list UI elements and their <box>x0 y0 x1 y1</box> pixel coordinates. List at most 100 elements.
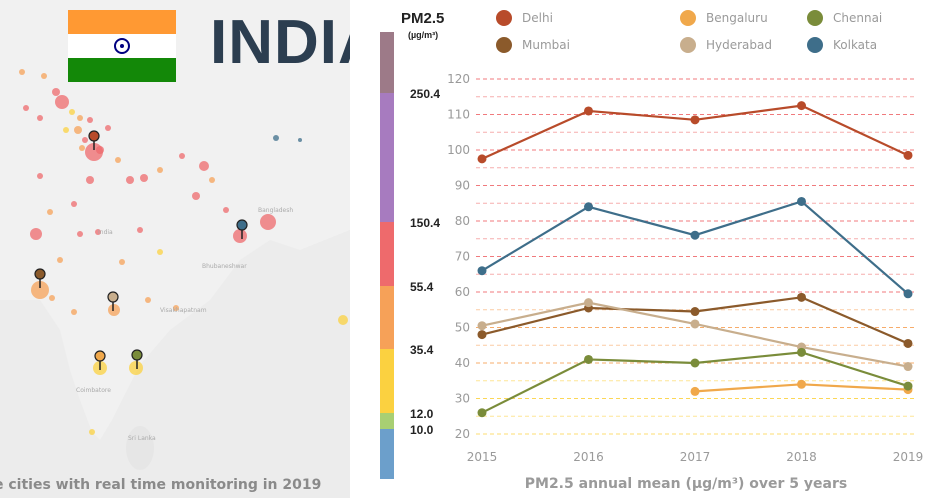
legend-swatch <box>680 37 696 53</box>
legend-swatch <box>807 10 823 26</box>
data-point <box>690 319 700 329</box>
station-dot <box>89 429 95 435</box>
station-dot <box>23 105 29 111</box>
station-dot <box>37 115 43 121</box>
scale-band <box>380 222 394 286</box>
station-dot <box>74 126 82 134</box>
pm25-line-chart: 20 30 40 50 60 70 80 90 100 110 120 2015 2016 2017 201… <box>447 10 924 464</box>
scale-band <box>380 429 394 479</box>
ashoka-chakra-icon <box>114 38 130 54</box>
data-point <box>477 266 487 276</box>
station-dot <box>129 361 143 375</box>
data-point <box>797 196 806 206</box>
station-dot <box>260 214 276 230</box>
station-dot <box>82 137 88 143</box>
x-tick-label: 2019 <box>893 450 924 464</box>
city-pin <box>236 219 248 231</box>
station-dot <box>31 281 49 299</box>
map-place-label: Sri Lanka <box>128 435 156 442</box>
station-dot <box>52 88 60 96</box>
legend-label: Bengaluru <box>706 11 768 25</box>
station-dot <box>57 257 63 263</box>
scale-tick-label: 250.4 <box>410 87 440 101</box>
station-dot <box>63 127 69 133</box>
y-tick-label: 80 <box>455 214 470 228</box>
scale-tick-label: 10.0 <box>410 423 434 437</box>
station-dot <box>137 227 143 233</box>
station-dot <box>273 135 279 141</box>
country-title: INDIA <box>210 8 350 77</box>
scale-band <box>380 32 394 93</box>
y-tick-label: 50 <box>455 321 470 335</box>
legend-swatch <box>496 37 512 53</box>
data-point <box>903 381 913 391</box>
scale-band <box>380 93 394 222</box>
map-place-label: India <box>98 229 113 236</box>
data-point <box>903 289 913 299</box>
station-dot <box>47 209 53 215</box>
station-dot <box>223 207 229 213</box>
scale-band <box>380 413 394 429</box>
station-dot <box>71 201 77 207</box>
station-dot <box>199 161 209 171</box>
data-point <box>690 307 700 317</box>
map-place-label: Visakhapatnam <box>160 307 207 314</box>
station-dot <box>87 117 93 123</box>
y-tick-label: 30 <box>455 392 470 406</box>
y-tick-label: 70 <box>455 250 470 264</box>
scale-unit: (µg/m³) <box>408 30 439 40</box>
data-point <box>903 150 913 160</box>
data-point <box>797 292 806 302</box>
data-point <box>584 202 593 212</box>
map-place-label: Coimbatore <box>76 387 111 394</box>
station-dot <box>338 315 348 325</box>
scale-tick-label: 12.0 <box>410 407 434 421</box>
station-dot <box>77 231 83 237</box>
scale-band <box>380 286 394 349</box>
x-tick-label: 2015 <box>467 450 498 464</box>
y-tick-label: 60 <box>455 285 470 299</box>
station-dot <box>85 143 103 161</box>
station-dot <box>157 167 163 173</box>
city-pin <box>131 349 143 361</box>
sri-lanka-island <box>126 426 154 470</box>
chart-title: PM2.5 annual mean (µg/m³) over 5 years <box>524 476 848 492</box>
data-point <box>690 386 700 396</box>
scale-band <box>380 349 394 413</box>
y-tick-label: 100 <box>447 143 470 157</box>
station-dot <box>179 153 185 159</box>
india-map: Bangladesh India Bhubaneshwar Visakhapatnam… <box>0 0 350 498</box>
station-dot <box>157 249 163 255</box>
data-point <box>477 154 487 164</box>
station-dot <box>37 173 43 179</box>
station-dot <box>140 174 148 182</box>
data-point <box>903 338 913 348</box>
station-dot <box>77 115 83 121</box>
station-dot <box>108 304 120 316</box>
scale-bar: 250.4 150.4 55.4 35.4 12.0 10.0 <box>380 32 440 479</box>
pm25-color-scale: 250.4 150.4 55.4 35.4 12.0 10.0 PM2.5 (µg/m³) <box>352 0 444 498</box>
data-point <box>477 330 487 340</box>
data-point <box>797 347 806 357</box>
map-caption: e cities with real time monitoring in 20… <box>0 477 322 493</box>
station-dot <box>30 228 42 240</box>
data-point <box>584 106 593 116</box>
city-pin <box>88 130 100 142</box>
flag-white-band <box>68 34 176 58</box>
station-dot <box>95 229 101 235</box>
x-tick-label: 2017 <box>680 450 711 464</box>
x-tick-label: 2016 <box>573 450 604 464</box>
legend-swatch <box>496 10 512 26</box>
legend-swatch <box>680 10 696 26</box>
pm25-line-chart-panel: 20 30 40 50 60 70 80 90 100 110 120 2015 2016 2017 201… <box>444 0 928 498</box>
data-point <box>797 379 806 389</box>
y-tick-label: 40 <box>455 356 470 370</box>
station-dot <box>41 73 47 79</box>
legend-label: Mumbai <box>522 38 570 52</box>
city-pin <box>94 350 106 362</box>
station-dot <box>173 305 179 311</box>
station-dot <box>19 69 25 75</box>
data-point <box>690 115 700 125</box>
station-dot <box>71 309 77 315</box>
station-dot <box>86 176 94 184</box>
